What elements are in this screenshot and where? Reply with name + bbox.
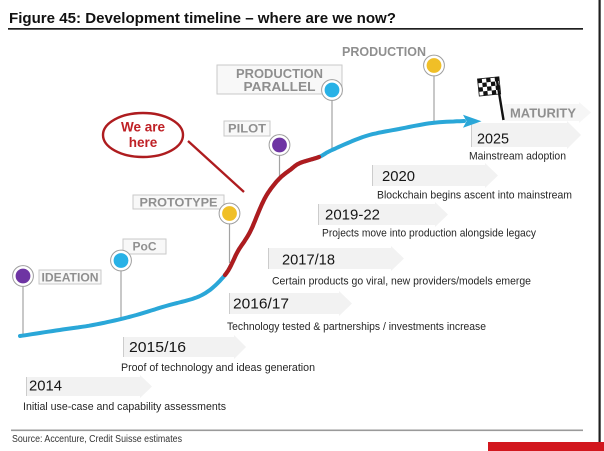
svg-text:Proof of technology and ideas: Proof of technology and ideas generation	[121, 362, 315, 374]
svg-text:Technology tested & partnershi: Technology tested & partnerships / inves…	[227, 321, 486, 333]
svg-text:2015/16: 2015/16	[129, 339, 186, 356]
svg-text:MATURITY: MATURITY	[510, 106, 576, 121]
svg-text:Certain products go viral, new: Certain products go viral, new providers…	[272, 276, 531, 288]
svg-text:Mainstream adoption: Mainstream adoption	[469, 151, 566, 163]
svg-text:PoC: PoC	[133, 240, 157, 254]
svg-text:2025: 2025	[477, 131, 509, 148]
svg-text:Projects move into production: Projects move into production alongside …	[322, 228, 536, 240]
svg-text:2016/17: 2016/17	[233, 296, 289, 313]
svg-text:PARALLEL: PARALLEL	[244, 79, 316, 94]
svg-text:PRODUCTION: PRODUCTION	[342, 44, 426, 59]
svg-text:Initial use-case and capabilit: Initial use-case and capability assessme…	[23, 401, 226, 413]
svg-text:2019-22: 2019-22	[325, 207, 380, 224]
svg-text:PROTOTYPE: PROTOTYPE	[140, 196, 218, 210]
svg-text:Figure 45: Development timelin: Figure 45: Development timeline – where …	[9, 11, 396, 27]
svg-text:here: here	[129, 135, 158, 150]
svg-text:PILOT: PILOT	[228, 122, 267, 136]
svg-text:Source: Accenture, Credit Suis: Source: Accenture, Credit Suisse estimat…	[12, 434, 182, 445]
svg-text:2014: 2014	[29, 378, 62, 395]
svg-text:2020: 2020	[382, 168, 415, 185]
svg-text:IDEATION: IDEATION	[42, 271, 99, 285]
svg-text:Blockchain begins ascent into: Blockchain begins ascent into mainstream	[377, 190, 572, 202]
svg-text:2017/18: 2017/18	[282, 252, 335, 269]
svg-text:We are: We are	[121, 120, 166, 135]
svg-text:PRODUCTION: PRODUCTION	[236, 66, 323, 81]
